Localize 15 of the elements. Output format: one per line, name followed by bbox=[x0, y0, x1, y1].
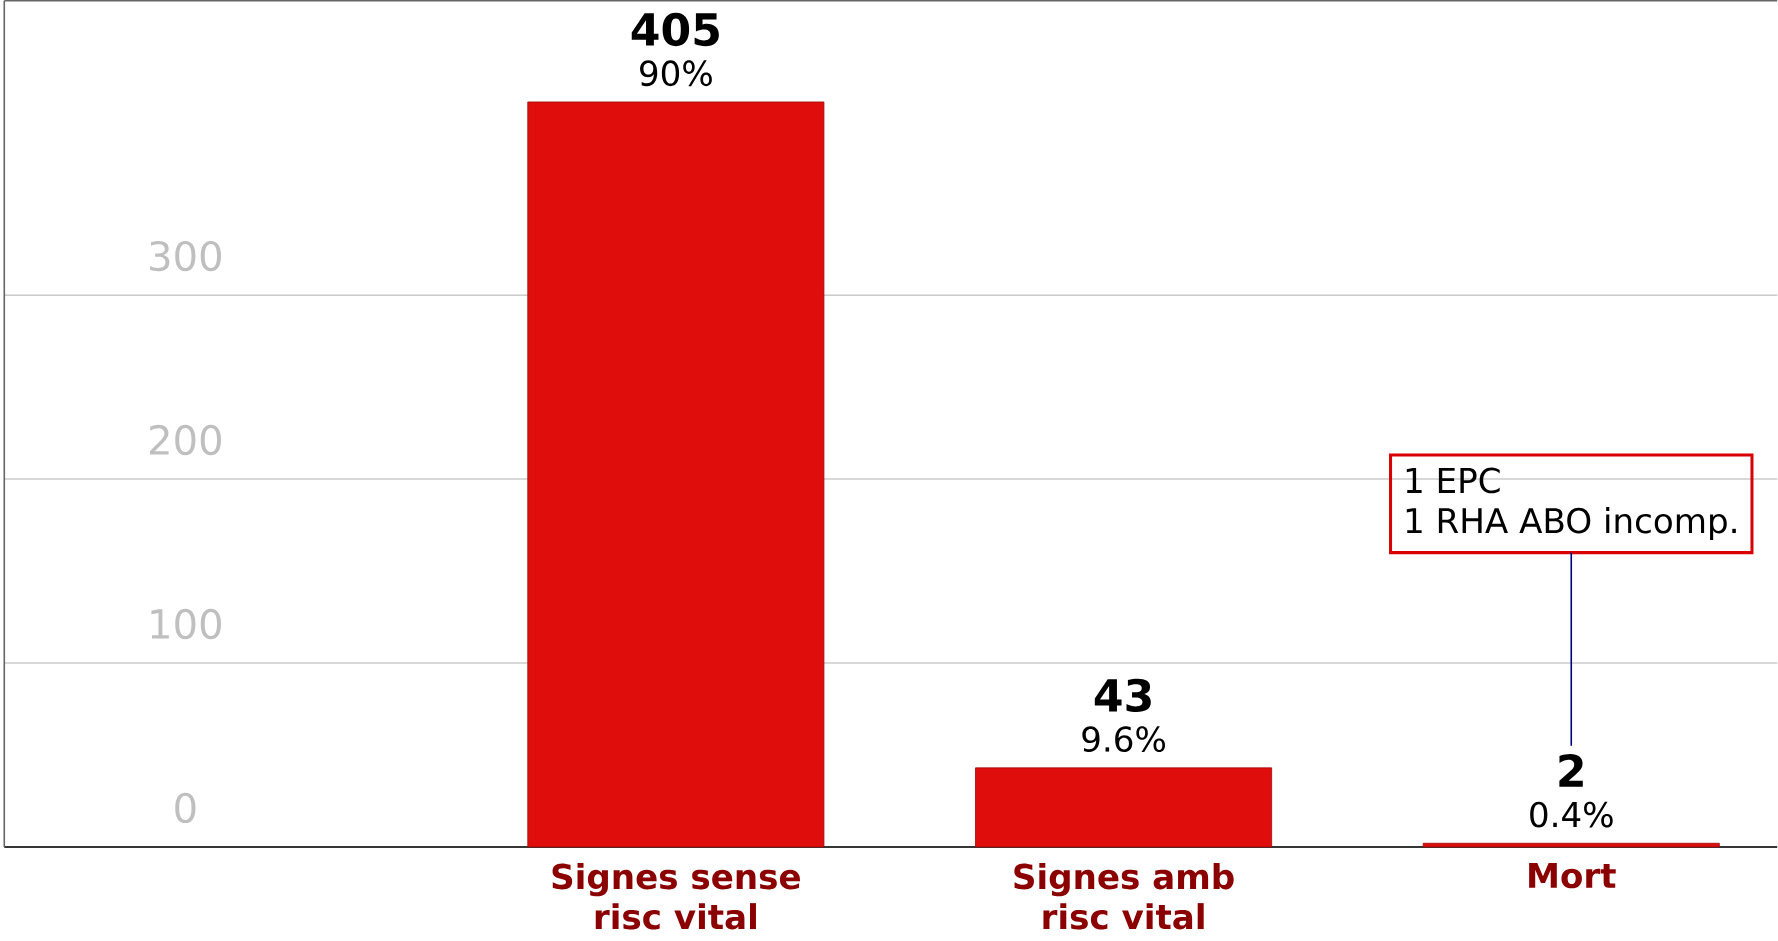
x-tick-label: Signes amb risc vital bbox=[1014, 863, 1234, 930]
data-label: 2 bbox=[1559, 754, 1583, 787]
annotation: 9.6% bbox=[1082, 726, 1165, 753]
data-label: 405 bbox=[631, 12, 719, 47]
y-tick-label: 100 bbox=[151, 608, 221, 640]
annotation: 0.4% bbox=[1530, 801, 1613, 828]
y-tick-label: 200 bbox=[149, 424, 221, 456]
y-tick-label: 300 bbox=[150, 240, 221, 272]
annotation: 1 RHA ABO incomp. bbox=[1406, 507, 1736, 541]
data-label: 43 bbox=[1094, 678, 1151, 713]
x-tick-label: Signes sense risc vital bbox=[552, 863, 800, 930]
y-tick-label: 0 bbox=[175, 792, 196, 824]
annotation: 1 EPC bbox=[1406, 467, 1500, 494]
annotation: 90% bbox=[640, 60, 712, 87]
x-tick-label: Mort bbox=[1529, 863, 1616, 889]
